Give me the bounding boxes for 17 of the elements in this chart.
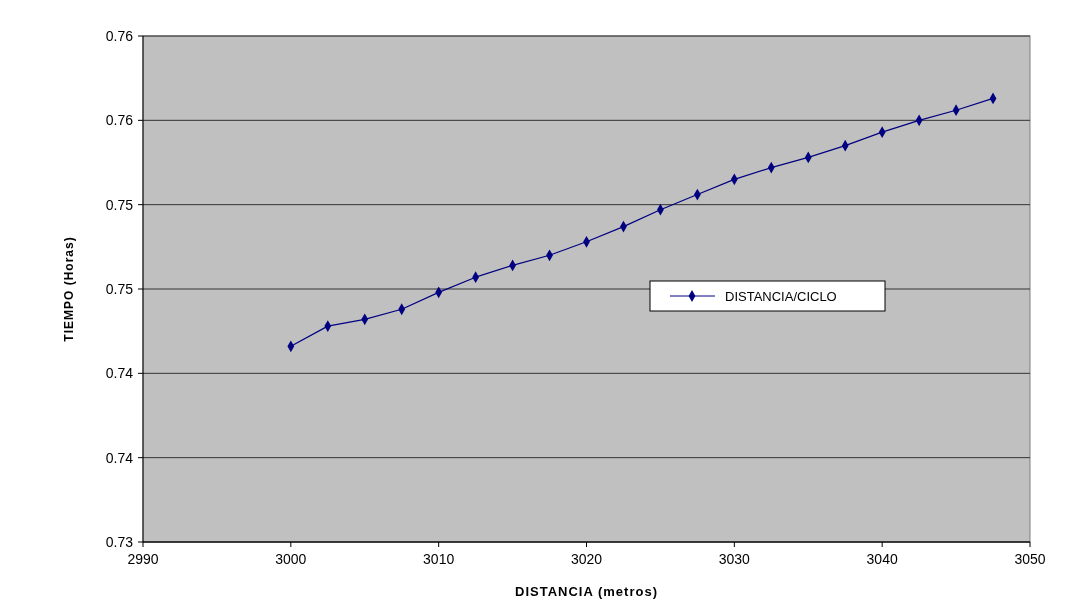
x-tick-label: 2990 [127, 551, 159, 567]
y-tick-label: 0.73 [105, 533, 134, 550]
y-tick-label: 0.75 [105, 196, 134, 213]
y-tick-label: 0.76 [105, 112, 134, 129]
x-tick-label: 3050 [1014, 551, 1046, 567]
x-tick-label: 3030 [718, 551, 751, 567]
y-tick-label: 0.74 [105, 365, 134, 382]
y-tick-label: 0.75 [105, 280, 134, 297]
x-tick-label: 3020 [570, 551, 603, 567]
x-axis-title: DISTANCIA (metros) [515, 584, 658, 599]
x-tick-label: 3010 [423, 551, 455, 567]
y-tick-label: 0.76 [105, 27, 134, 44]
y-axis-title: TIEMPO (Horas) [62, 236, 76, 342]
y-tick-label: 0.74 [105, 449, 134, 466]
x-tick-label: 3000 [275, 551, 307, 567]
legend-label: DISTANCIA/CICLO [725, 288, 837, 304]
x-tick-label: 3040 [866, 551, 898, 567]
